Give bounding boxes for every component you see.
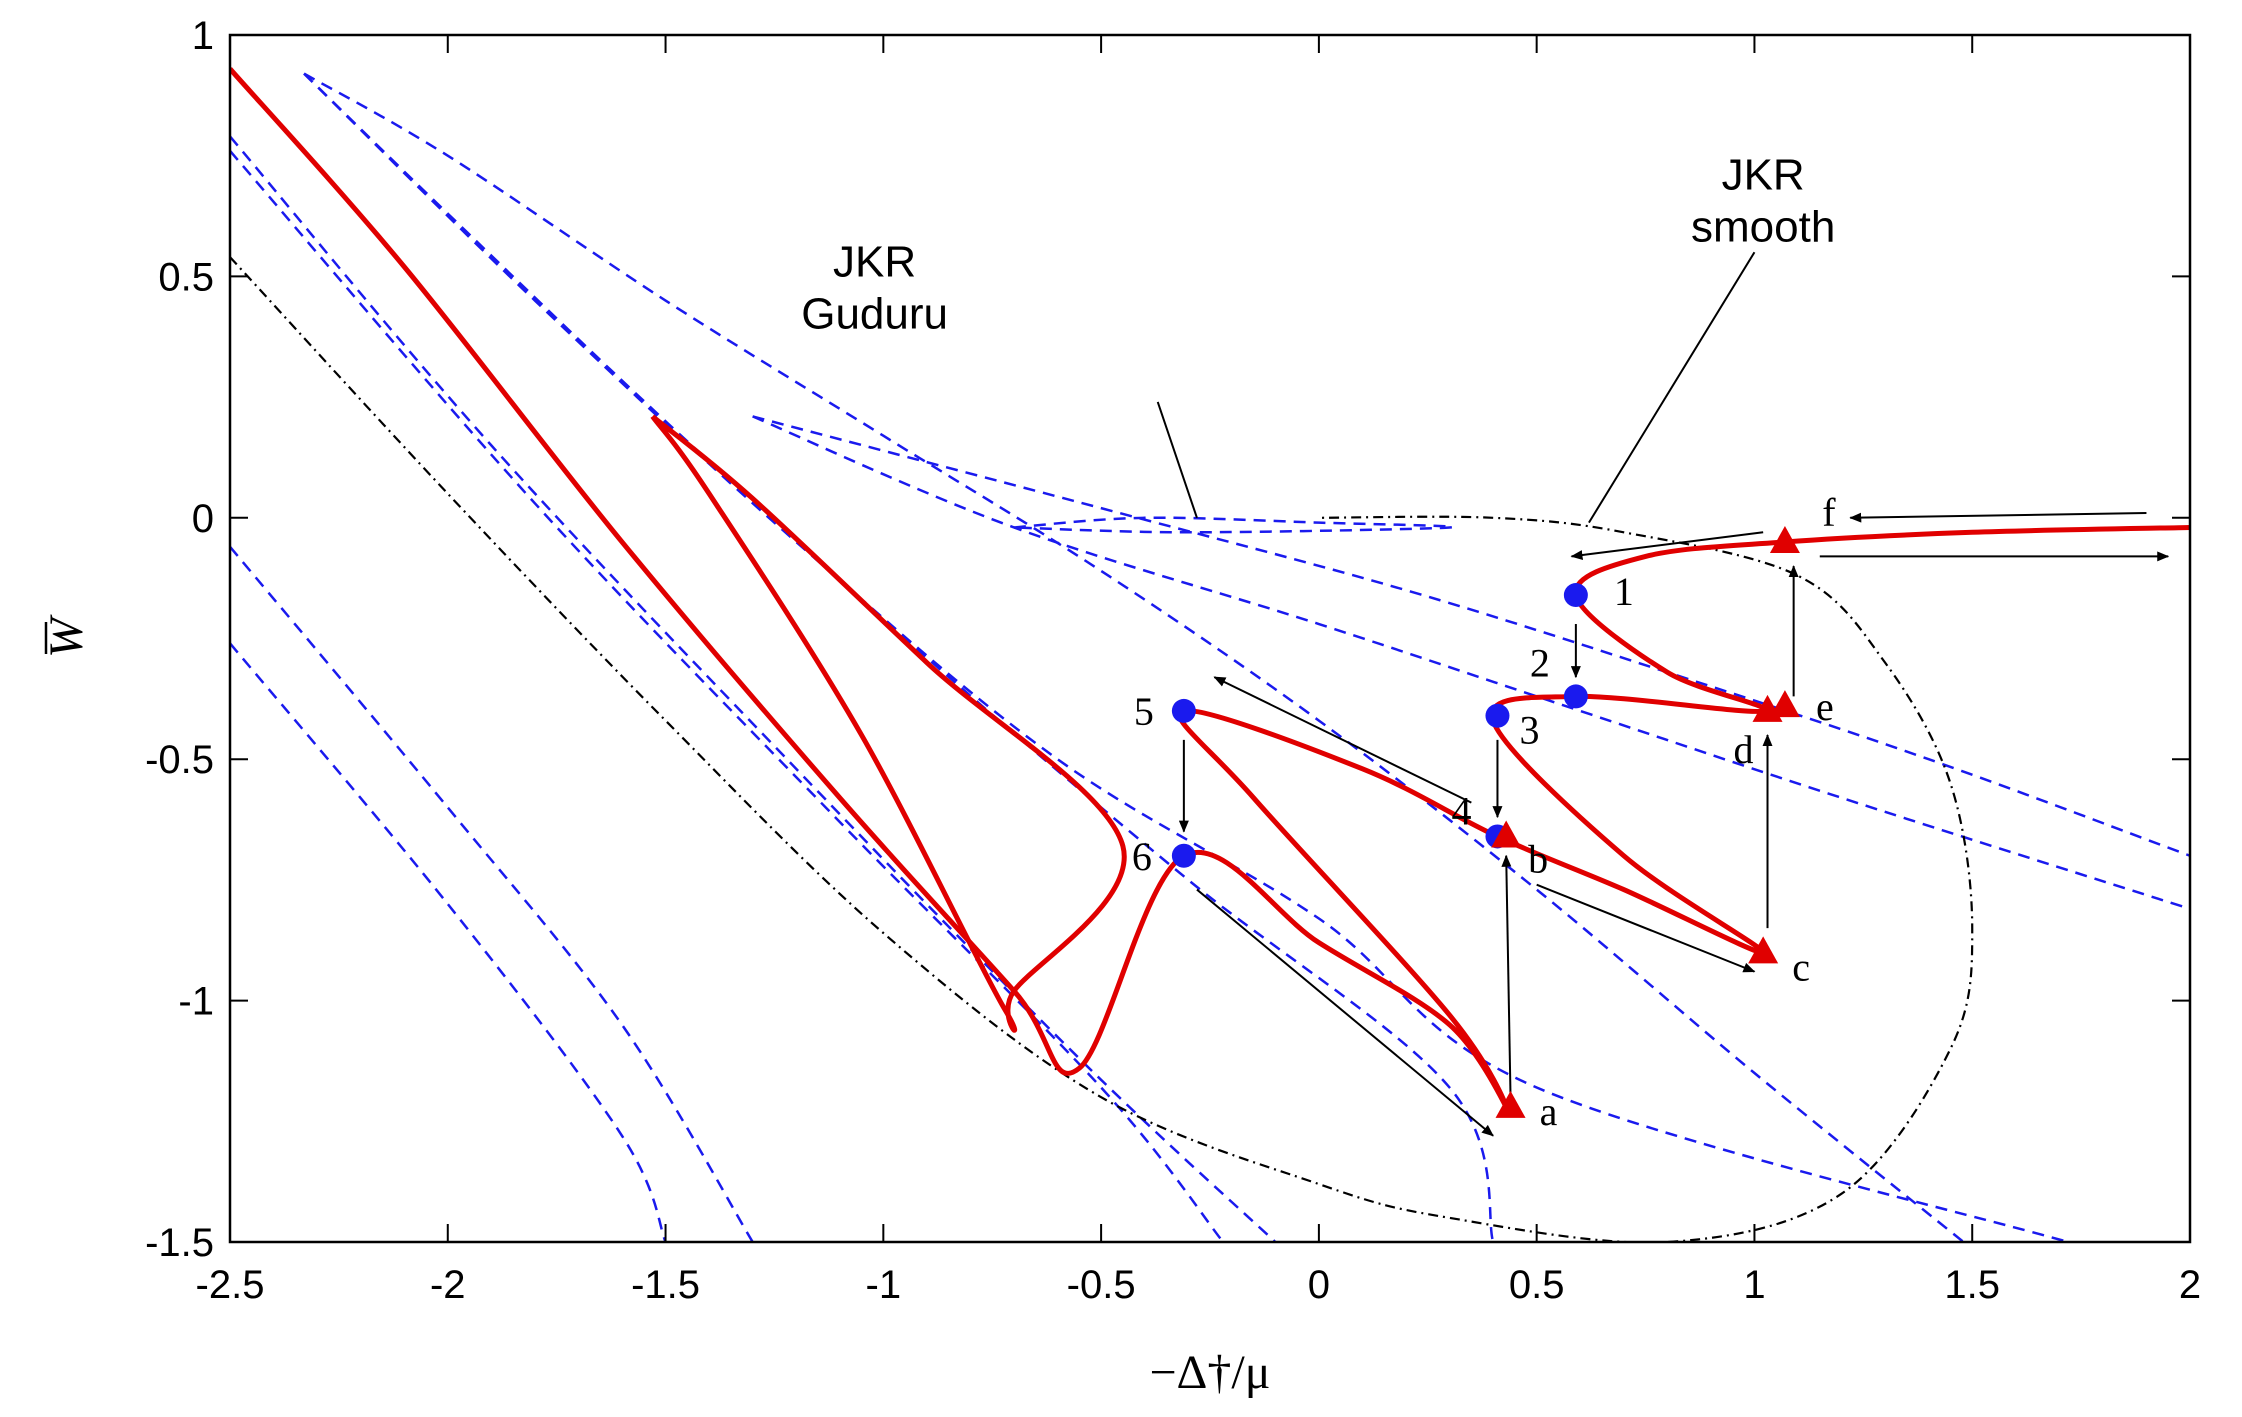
y-tick-label: -1 bbox=[178, 980, 214, 1024]
circle-marker-label: 1 bbox=[1614, 569, 1634, 614]
triangle-marker-label: e bbox=[1816, 684, 1834, 729]
plot-frame bbox=[228, 33, 2192, 1244]
x-tick-label: -1.5 bbox=[631, 1263, 700, 1307]
transition-arrow-9 bbox=[1536, 883, 1756, 973]
series-1-segment-2 bbox=[230, 545, 754, 1242]
y-tick-label: -0.5 bbox=[145, 738, 214, 782]
series-1-segment-8 bbox=[752, 415, 2190, 857]
series-0-segment-1 bbox=[650, 414, 1127, 1033]
x-tick-label: -2 bbox=[430, 1263, 466, 1307]
triangle-marker-label: d bbox=[1734, 727, 1754, 772]
x-axis-label: −Δ†/μ bbox=[1149, 1346, 1270, 1399]
y-axis-label-group: W bbox=[40, 614, 93, 658]
triangle-marker-b bbox=[1491, 820, 1522, 848]
series-1-segment-3 bbox=[230, 642, 667, 1242]
circle-marker-5 bbox=[1171, 698, 1196, 723]
transition-arrow-7 bbox=[1196, 888, 1494, 1137]
series-1-segment-6 bbox=[303, 72, 2069, 1242]
triangle-marker-label: c bbox=[1792, 944, 1810, 989]
annotation-0-line-0: JKR bbox=[833, 237, 916, 286]
circle-marker-1 bbox=[1563, 583, 1588, 608]
series-1-segment-7 bbox=[752, 415, 2190, 911]
series-1-segment-9 bbox=[1013, 516, 1454, 534]
circle-marker-3 bbox=[1485, 703, 1510, 728]
series-1-segment-5 bbox=[303, 72, 1965, 1242]
circle-marker-label: 5 bbox=[1134, 689, 1154, 734]
arrow-layer bbox=[1178, 511, 2170, 1137]
marker-layer: 1 2 3 4 5 6 a b c d e f bbox=[1132, 490, 1836, 1134]
x-tick-label: 0 bbox=[1308, 1263, 1330, 1307]
circle-marker-label: 4 bbox=[1451, 788, 1471, 833]
transition-arrow-0 bbox=[1849, 511, 2147, 523]
annotation-1-line-0: JKR bbox=[1722, 150, 1805, 199]
x-tick-label: -0.5 bbox=[1067, 1263, 1136, 1307]
transition-arrow-5 bbox=[1213, 676, 1472, 804]
annotation-1-leader bbox=[1588, 251, 1756, 524]
triangle-marker-a bbox=[1495, 1090, 1526, 1118]
y-tick-label: 1 bbox=[192, 14, 214, 58]
series-layer bbox=[230, 67, 2190, 1242]
x-tick-label: -2.5 bbox=[196, 1263, 265, 1307]
y-axis-label: W bbox=[40, 614, 93, 658]
series-0-segment-0 bbox=[230, 67, 2190, 1110]
x-tick-label: 0.5 bbox=[1509, 1263, 1565, 1307]
x-tick-label: 1 bbox=[1743, 1263, 1765, 1307]
y-tick-label: -1.5 bbox=[145, 1221, 214, 1265]
circle-marker-label: 3 bbox=[1519, 708, 1539, 753]
x-tick-label: -1 bbox=[866, 1263, 902, 1307]
y-tick-label: 0 bbox=[192, 497, 214, 541]
circle-marker-label: 6 bbox=[1132, 834, 1152, 879]
series-1-segment-0 bbox=[230, 135, 1277, 1242]
annotation-1-line-1: smooth bbox=[1691, 202, 1835, 251]
x-tick-label: 2 bbox=[2179, 1263, 2201, 1307]
triangle-marker-label: a bbox=[1540, 1089, 1558, 1134]
tick-layer: -2.5 -2 -1.5 -1 -0.5 0 0.5 1 1.5 2 -1.5 -1 -0.5 0 0.5 1 bbox=[145, 14, 2201, 1307]
triangle-marker-label: b bbox=[1528, 836, 1548, 881]
circle-marker-label: 2 bbox=[1530, 640, 1550, 685]
circle-marker-2 bbox=[1563, 684, 1588, 709]
annotation-0-leader bbox=[1156, 401, 1198, 519]
triangle-marker-label: f bbox=[1822, 490, 1836, 535]
x-tick-label: 1.5 bbox=[1944, 1263, 2000, 1307]
circle-marker-6 bbox=[1171, 843, 1196, 868]
series-2-segment-0 bbox=[230, 256, 1974, 1242]
transition-arrow-1 bbox=[1570, 531, 1764, 561]
triangle-marker-f bbox=[1769, 525, 1800, 553]
y-tick-label: 0.5 bbox=[158, 255, 214, 299]
triangle-marker-c bbox=[1748, 936, 1779, 964]
transition-arrow-8 bbox=[1501, 854, 1512, 1098]
triangle-marker-e bbox=[1769, 690, 1800, 718]
annotation-0-line-1: Guduru bbox=[801, 289, 948, 338]
